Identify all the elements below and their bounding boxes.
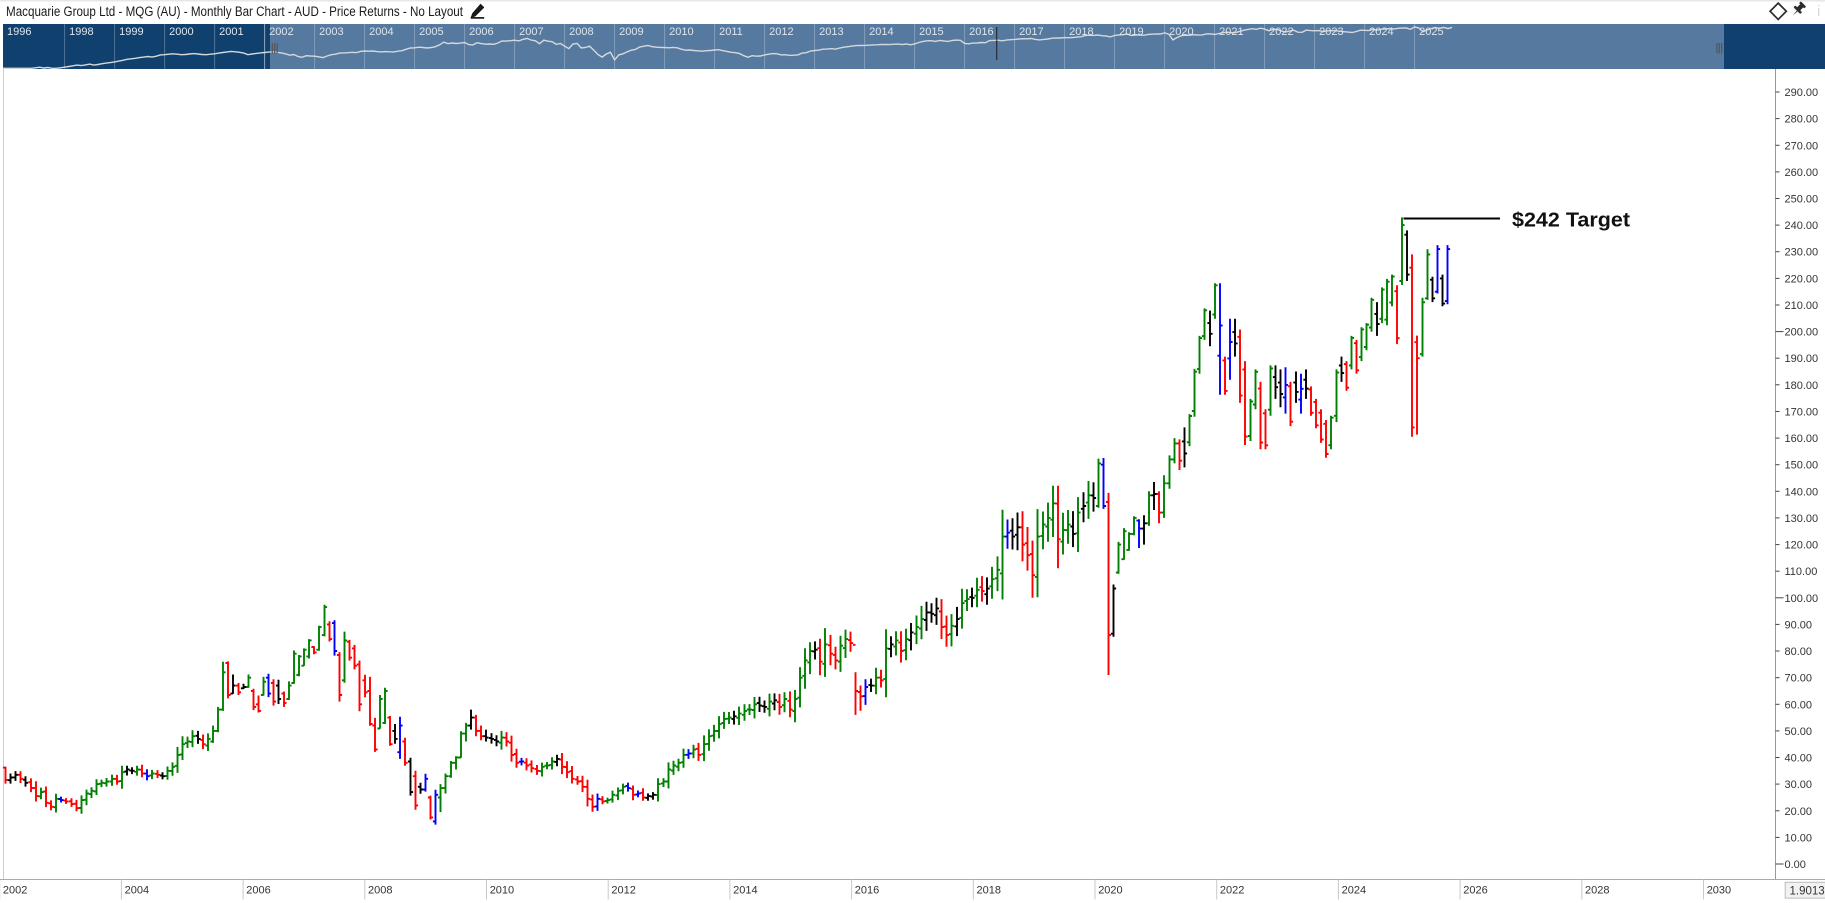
svg-text:2008: 2008 (569, 26, 593, 38)
svg-text:60.00: 60.00 (1785, 699, 1813, 711)
svg-text:2024: 2024 (1369, 26, 1393, 38)
svg-text:10.00: 10.00 (1785, 832, 1813, 844)
svg-text:1999: 1999 (119, 26, 143, 38)
svg-text:2022: 2022 (1220, 885, 1244, 897)
svg-text:2006: 2006 (469, 26, 493, 38)
svg-text:2013: 2013 (819, 26, 843, 38)
svg-text:2000: 2000 (169, 26, 193, 38)
svg-text:2002: 2002 (3, 885, 27, 897)
svg-text:200.00: 200.00 (1785, 327, 1819, 339)
svg-text:2022: 2022 (1269, 26, 1293, 38)
svg-text:2025: 2025 (1419, 26, 1443, 38)
svg-text:2020: 2020 (1169, 26, 1193, 38)
svg-text:2019: 2019 (1119, 26, 1143, 38)
svg-text:1.90132: 1.90132 (1790, 886, 1825, 898)
svg-text:2018: 2018 (977, 885, 1001, 897)
svg-text:270.00: 270.00 (1785, 140, 1819, 152)
svg-text:100.00: 100.00 (1785, 593, 1819, 605)
svg-text:180.00: 180.00 (1785, 380, 1819, 392)
svg-text:2028: 2028 (1585, 885, 1609, 897)
svg-text:2012: 2012 (611, 885, 635, 897)
svg-text:80.00: 80.00 (1785, 646, 1813, 658)
svg-text:1998: 1998 (69, 26, 93, 38)
svg-text:170.00: 170.00 (1785, 407, 1819, 419)
svg-text:2004: 2004 (125, 885, 149, 897)
svg-text:2014: 2014 (733, 885, 757, 897)
svg-text:i: i (1817, 3, 1820, 20)
svg-text:290.00: 290.00 (1785, 87, 1819, 99)
svg-text:2026: 2026 (1463, 885, 1487, 897)
svg-text:120.00: 120.00 (1785, 540, 1819, 552)
svg-text:90.00: 90.00 (1785, 619, 1813, 631)
svg-text:210.00: 210.00 (1785, 300, 1819, 312)
svg-text:2006: 2006 (246, 885, 270, 897)
svg-text:260.00: 260.00 (1785, 167, 1819, 179)
svg-text:110.00: 110.00 (1785, 566, 1818, 578)
svg-text:1996: 1996 (7, 26, 31, 38)
svg-text:2020: 2020 (1098, 885, 1122, 897)
svg-text:160.00: 160.00 (1785, 433, 1819, 445)
svg-text:2010: 2010 (490, 885, 514, 897)
svg-text:230.00: 230.00 (1785, 247, 1819, 259)
svg-text:20.00: 20.00 (1785, 806, 1813, 818)
svg-text:2030: 2030 (1707, 885, 1731, 897)
svg-text:2009: 2009 (619, 26, 643, 38)
svg-text:2005: 2005 (419, 26, 443, 38)
svg-text:2018: 2018 (1069, 26, 1093, 38)
svg-text:70.00: 70.00 (1785, 673, 1813, 685)
svg-text:2016: 2016 (855, 885, 879, 897)
svg-text:Macquarie Group Ltd - MQG (AU): Macquarie Group Ltd - MQG (AU) - Monthly… (6, 4, 463, 19)
svg-text:2012: 2012 (769, 26, 793, 38)
svg-text:2010: 2010 (669, 26, 693, 38)
svg-text:2023: 2023 (1319, 26, 1343, 38)
svg-text:2008: 2008 (368, 885, 392, 897)
svg-text:2017: 2017 (1019, 26, 1043, 38)
svg-text:190.00: 190.00 (1785, 353, 1819, 365)
svg-text:220.00: 220.00 (1785, 273, 1819, 285)
svg-text:0.00: 0.00 (1785, 859, 1806, 871)
svg-text:2024: 2024 (1342, 885, 1366, 897)
svg-text:140.00: 140.00 (1785, 486, 1819, 498)
svg-text:240.00: 240.00 (1785, 220, 1819, 232)
svg-text:2011: 2011 (719, 26, 743, 38)
svg-text:2003: 2003 (319, 26, 343, 38)
svg-text:2021: 2021 (1219, 26, 1243, 38)
svg-text:40.00: 40.00 (1785, 753, 1813, 765)
svg-text:2016: 2016 (969, 26, 993, 38)
svg-text:50.00: 50.00 (1785, 726, 1813, 738)
svg-text:150.00: 150.00 (1785, 460, 1819, 472)
svg-text:2001: 2001 (219, 26, 243, 38)
svg-text:280.00: 280.00 (1785, 114, 1819, 126)
svg-text:$242 Target: $242 Target (1512, 210, 1630, 232)
svg-text:2015: 2015 (919, 26, 943, 38)
svg-text:2007: 2007 (519, 26, 543, 38)
svg-text:250.00: 250.00 (1785, 194, 1819, 206)
svg-text:2014: 2014 (869, 26, 893, 38)
svg-text:2004: 2004 (369, 26, 393, 38)
svg-text:30.00: 30.00 (1785, 779, 1813, 791)
svg-text:2002: 2002 (269, 26, 293, 38)
svg-text:130.00: 130.00 (1785, 513, 1819, 525)
